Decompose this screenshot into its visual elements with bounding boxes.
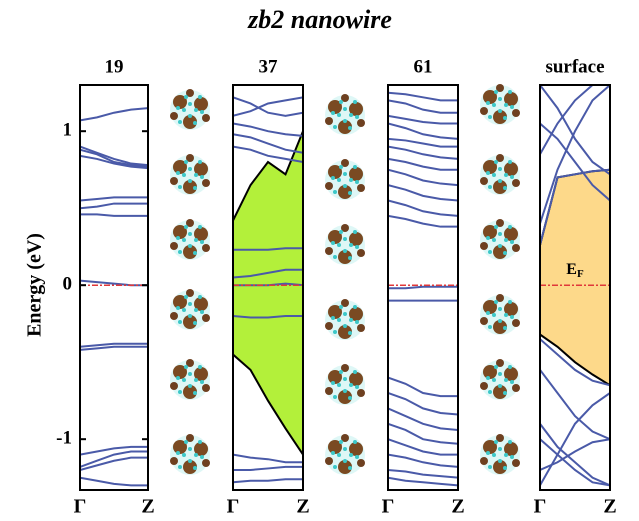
plot-area: [540, 85, 610, 487]
band: [233, 282, 303, 287]
band: [388, 91, 458, 102]
band: [388, 122, 458, 140]
band: [388, 157, 458, 171]
band: [388, 114, 458, 125]
filled-region: [233, 131, 303, 455]
band: [388, 392, 458, 416]
band: [233, 478, 303, 484]
band: [233, 268, 303, 279]
panel-title: 19: [105, 56, 124, 77]
panel-title: surface: [545, 56, 604, 77]
band: [388, 438, 458, 456]
x-tick-label: Γ: [74, 496, 87, 518]
x-tick-label: Γ: [227, 496, 240, 518]
panel-frame: [539, 84, 611, 491]
band: [540, 168, 610, 246]
panel: 19 Γ Z -1 0 1: [56, 56, 155, 517]
band: [233, 453, 303, 464]
band: [233, 96, 303, 117]
region-boundary: [233, 353, 303, 456]
band: [540, 423, 610, 487]
panel-frame: [387, 84, 459, 491]
panel-frame: [79, 84, 149, 491]
band: [388, 168, 458, 187]
band: [388, 214, 458, 228]
plot-area: [233, 96, 303, 484]
band: [233, 465, 303, 471]
region-boundary: [540, 333, 610, 387]
band: [233, 133, 303, 154]
y-tick-label: -1: [56, 428, 72, 449]
band: [388, 199, 458, 217]
band: [233, 247, 303, 251]
band: [80, 196, 148, 202]
y-axis-label: Energy (eV): [24, 233, 46, 337]
band: [388, 376, 458, 398]
band: [80, 148, 148, 168]
band: [80, 445, 148, 456]
band: [80, 342, 148, 348]
panel: 61 Γ Z: [382, 56, 465, 517]
band: [388, 407, 458, 431]
band: [540, 85, 610, 224]
band: [540, 438, 610, 487]
band: [388, 422, 458, 445]
annotation-subscript: F: [577, 267, 584, 279]
annotation: EF: [566, 260, 584, 279]
band: [233, 314, 303, 319]
band: [388, 184, 458, 202]
band: [540, 85, 610, 155]
band: [80, 213, 148, 217]
band: [80, 202, 148, 210]
band: [80, 456, 148, 471]
x-tick-label: Z: [296, 496, 309, 518]
band: [388, 476, 458, 487]
x-tick-label: Z: [603, 496, 616, 518]
band: [540, 338, 610, 387]
band: [388, 285, 458, 290]
x-tick-label: Γ: [382, 496, 395, 518]
band: [388, 468, 458, 479]
panel-title: 37: [259, 56, 279, 77]
figure-title: zb2 nanowire: [247, 5, 392, 34]
panel: 37 Γ Z: [227, 56, 310, 517]
band: [233, 96, 303, 117]
band: [540, 369, 610, 441]
band: [80, 345, 148, 351]
band: [388, 145, 458, 160]
band: [540, 438, 610, 471]
x-tick-label: Z: [141, 496, 154, 518]
band: [388, 453, 458, 468]
band: [80, 450, 148, 468]
filled-region: [540, 169, 610, 386]
molecule-images: [170, 84, 520, 475]
plot-area: [388, 91, 458, 487]
band: [80, 145, 148, 167]
panel-frame: [232, 84, 304, 491]
plot-area: [80, 107, 148, 487]
band: [80, 154, 148, 170]
band: [80, 107, 148, 122]
annotation-text: E: [566, 260, 577, 277]
band: [540, 85, 610, 176]
band: [233, 145, 303, 163]
y-tick-label: 1: [63, 120, 73, 141]
band: [388, 137, 458, 148]
y-tick-label: 0: [63, 274, 73, 295]
band: [80, 476, 148, 487]
panel: surface Γ Z EF: [534, 56, 617, 517]
band: [388, 99, 458, 114]
x-tick-label: Z: [451, 496, 464, 518]
x-tick-label: Γ: [534, 496, 547, 518]
panel-title: 61: [414, 56, 433, 77]
band: [233, 122, 303, 137]
